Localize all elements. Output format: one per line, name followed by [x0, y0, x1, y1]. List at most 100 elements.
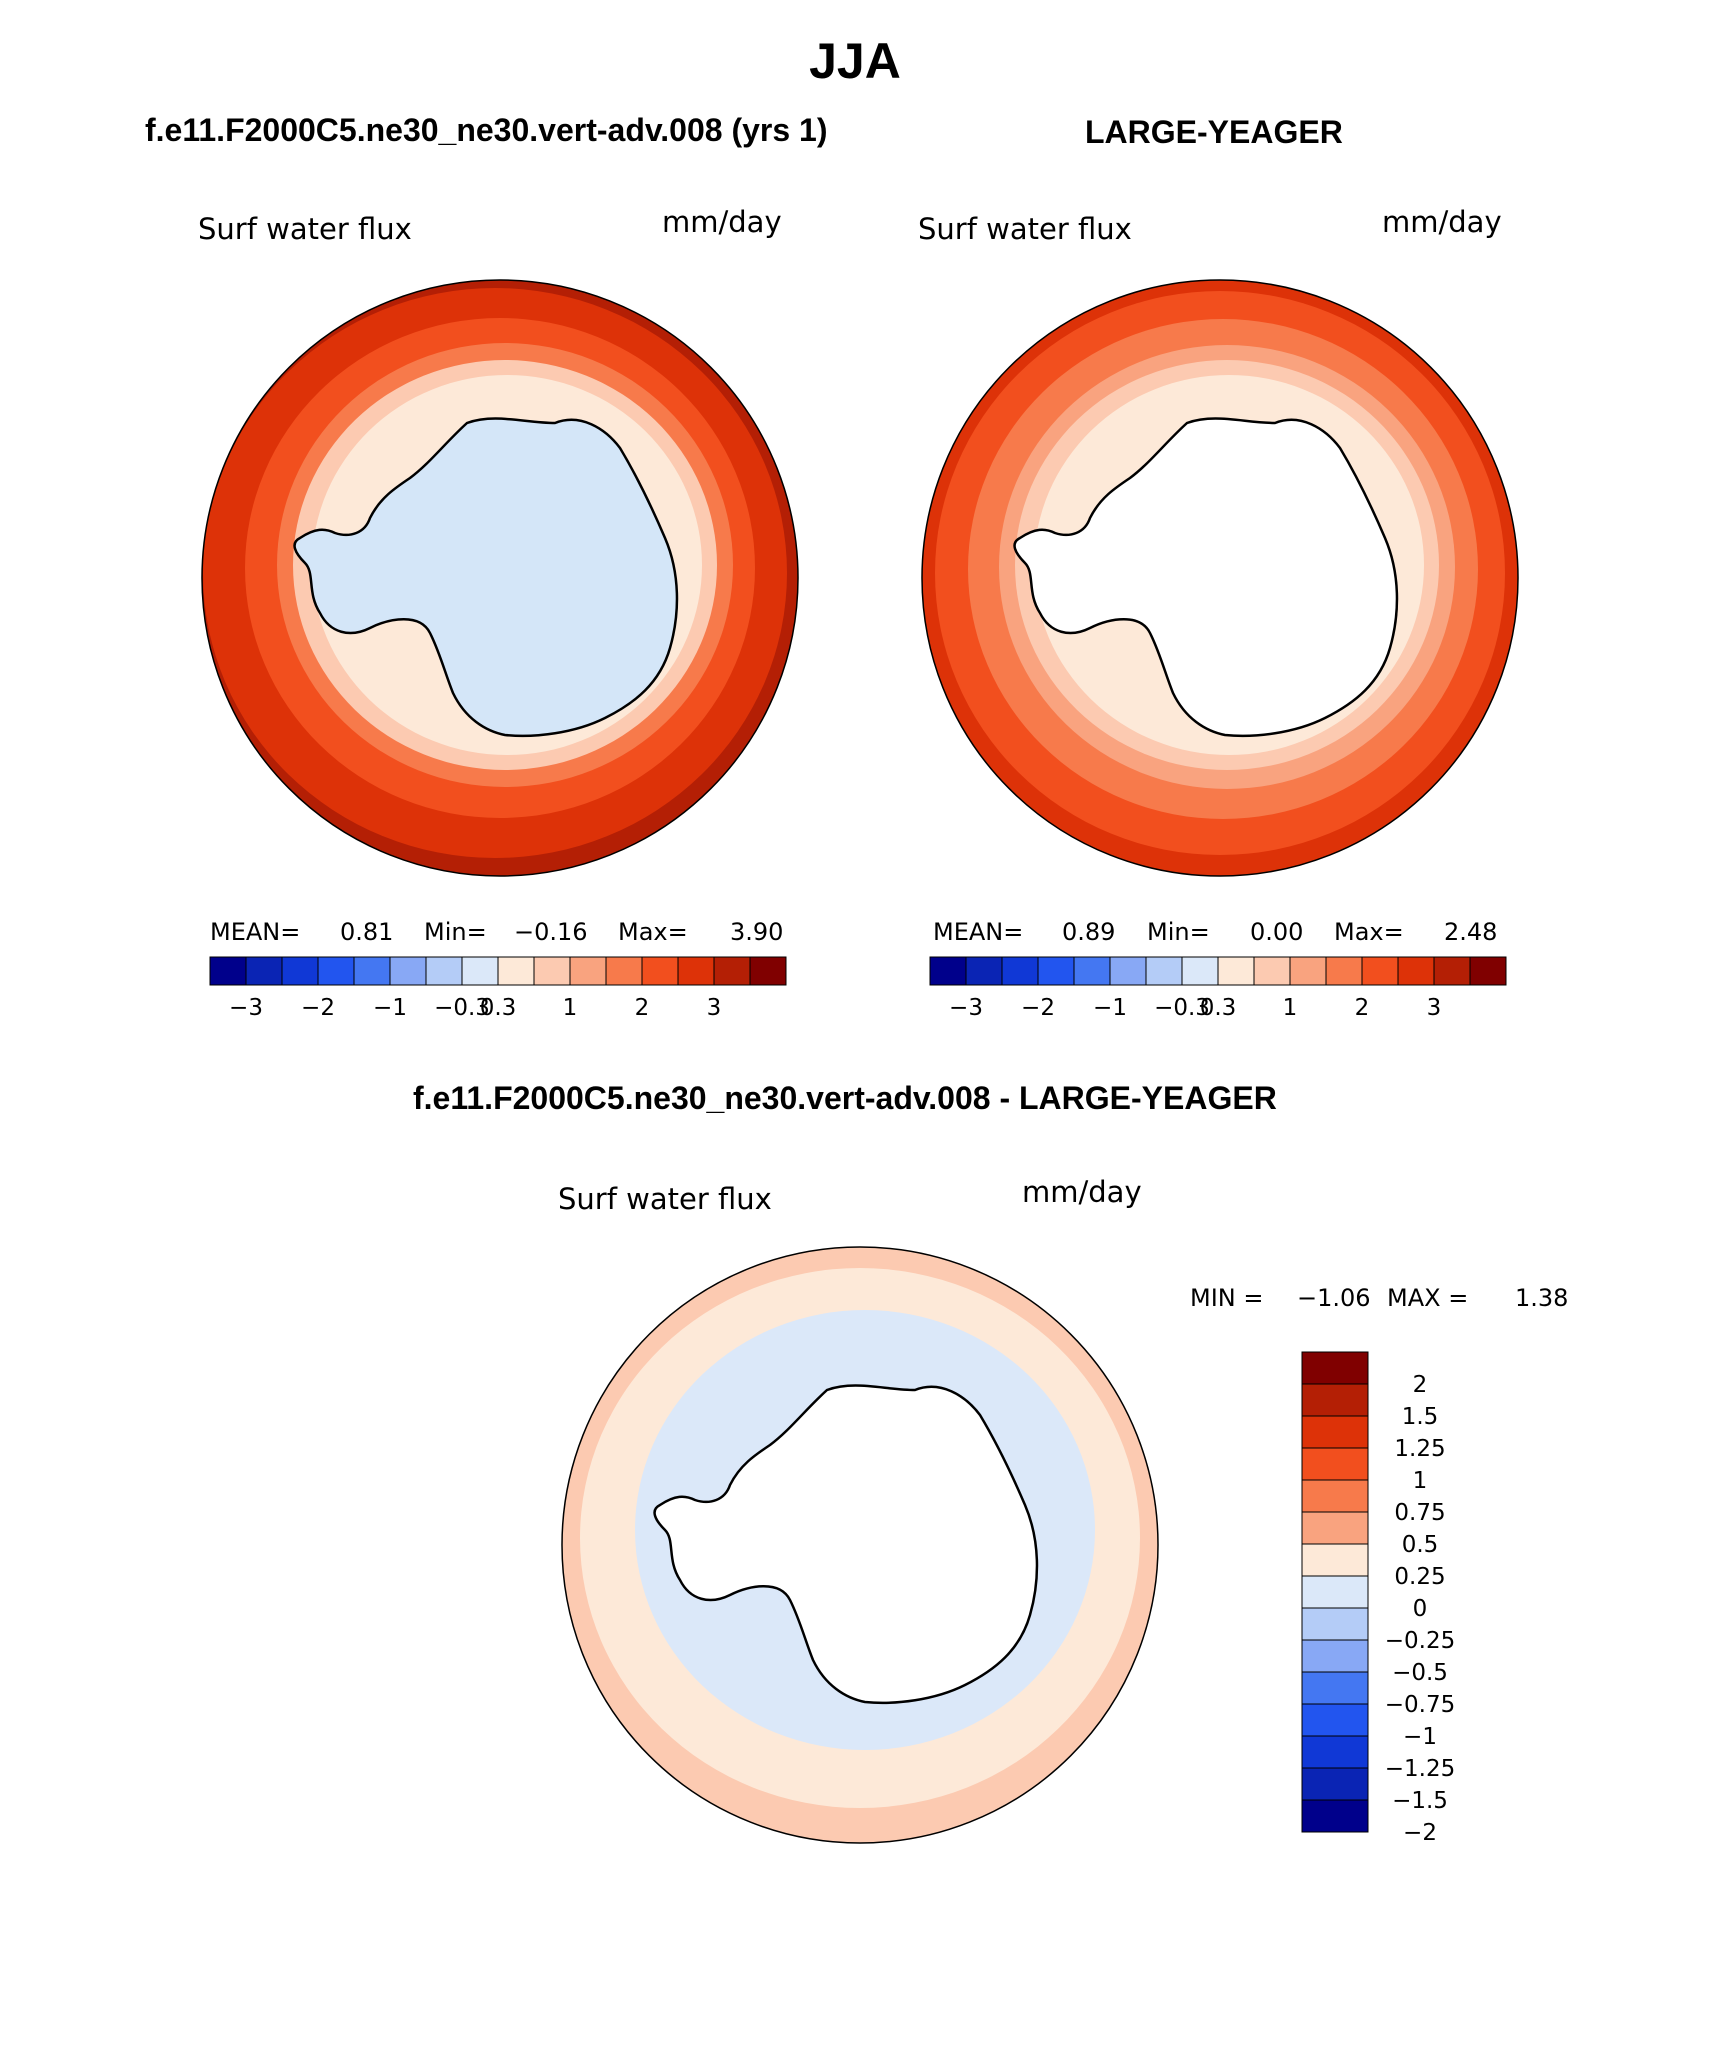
right-colorbar-box — [1253, 956, 1291, 986]
right-colorbar-box — [1289, 956, 1327, 986]
right-colorbar-box — [1361, 956, 1399, 986]
left-colorbar-box — [749, 956, 787, 986]
right-colorbar-box — [1073, 956, 1111, 986]
diff-colorbar-tick-label: 1 — [1413, 1468, 1428, 1494]
diff-colorbar-tick-label: −0.25 — [1385, 1628, 1455, 1654]
right-max-label: Max= — [1334, 918, 1404, 946]
left-min-value: −0.16 — [514, 918, 588, 946]
left-colorbar: −3 −2 −1 −0.30.3 1 2 3 — [209, 956, 787, 1021]
left-colorbar-box — [389, 956, 427, 986]
right-mean-label: MEAN= — [933, 918, 1024, 946]
left-colorbar-box — [713, 956, 751, 986]
left-colorbar-box — [569, 956, 607, 986]
left-max-label: Max= — [618, 918, 688, 946]
right-colorbar-tick-label: 0.3 — [1200, 995, 1237, 1021]
right-colorbar-tick-label: −0.3 — [1154, 995, 1210, 1021]
diff-colorbar-tick-label: 1.25 — [1394, 1436, 1445, 1462]
left-colorbar-box — [533, 956, 571, 986]
diff-colorbar-box — [1301, 1703, 1369, 1737]
diff-colorbar-tick-label: −1 — [1403, 1724, 1437, 1750]
left-colorbar-box — [245, 956, 283, 986]
diff-panel-header: f.e11.F2000C5.ne30_ne30.vert-adv.008 - L… — [413, 1080, 1277, 1116]
diff-max-value: 1.38 — [1515, 1284, 1569, 1312]
right-variable-label: Surf water flux — [918, 212, 1132, 246]
diff-colorbar-box — [1301, 1543, 1369, 1577]
diff-variable-label: Surf water flux — [558, 1182, 772, 1216]
left-colorbar-tick-label: 3 — [707, 995, 722, 1021]
left-colorbar-box — [317, 956, 355, 986]
diff-colorbar-tick-label: −1.25 — [1385, 1756, 1455, 1782]
left-colorbar-box — [209, 956, 247, 986]
left-colorbar-box — [461, 956, 499, 986]
diff-colorbar-tick-label: −2 — [1403, 1820, 1437, 1846]
left-min-label: Min= — [424, 918, 487, 946]
diff-colorbar-tick-label: 0.25 — [1394, 1564, 1445, 1590]
right-colorbar-box — [1109, 956, 1147, 986]
diff-min-label: MIN = — [1190, 1284, 1264, 1312]
left-colorbar-tick-label: −1 — [373, 995, 407, 1021]
right-max-value: 2.48 — [1444, 918, 1498, 946]
left-mean-value: 0.81 — [340, 918, 394, 946]
diff-colorbar-box — [1301, 1735, 1369, 1769]
right-mean-value: 0.89 — [1062, 918, 1116, 946]
left-units-label: mm/day — [662, 205, 782, 239]
diff-max-label: MAX = — [1387, 1284, 1469, 1312]
diff-colorbar-tick-label: 2 — [1413, 1372, 1428, 1398]
page-title: JJA — [809, 33, 901, 89]
right-colorbar: −3 −2 −1 −0.30.3 1 2 3 — [929, 956, 1507, 1021]
right-panel-header: LARGE-YEAGER — [1085, 114, 1343, 150]
right-min-label: Min= — [1147, 918, 1210, 946]
left-colorbar-box — [605, 956, 643, 986]
diff-colorbar-tick-label: −0.5 — [1392, 1660, 1448, 1686]
right-colorbar-box — [1181, 956, 1219, 986]
diff-colorbar-box — [1301, 1767, 1369, 1801]
right-colorbar-box — [1469, 956, 1507, 986]
left-mean-label: MEAN= — [210, 918, 301, 946]
diff-colorbar-box — [1301, 1575, 1369, 1609]
right-min-value: 0.00 — [1250, 918, 1304, 946]
left-colorbar-tick-label: 1 — [563, 995, 578, 1021]
right-colorbar-tick-label: −2 — [1021, 995, 1055, 1021]
diff-colorbar-box — [1301, 1799, 1369, 1833]
left-colorbar-box — [497, 956, 535, 986]
right-units-label: mm/day — [1382, 205, 1502, 239]
diff-colorbar-box — [1301, 1511, 1369, 1545]
diff-polar-map — [561, 1246, 1159, 1844]
left-colorbar-box — [677, 956, 715, 986]
diff-colorbar-tick-label: −1.5 — [1392, 1788, 1448, 1814]
diff-colorbar-box — [1301, 1415, 1369, 1449]
right-colorbar-box — [1001, 956, 1039, 986]
right-colorbar-tick-label: 2 — [1355, 995, 1370, 1021]
right-polar-map — [921, 279, 1519, 877]
right-colorbar-box — [929, 956, 967, 986]
right-colorbar-tick-label: 1 — [1283, 995, 1298, 1021]
left-colorbar-box — [641, 956, 679, 986]
left-colorbar-tick-label: −3 — [229, 995, 263, 1021]
right-colorbar-tick-label: 3 — [1427, 995, 1442, 1021]
right-colorbar-tick-label: −3 — [949, 995, 983, 1021]
diff-min-value: −1.06 — [1297, 1284, 1371, 1312]
diff-colorbar-box — [1301, 1639, 1369, 1673]
diff-colorbar-box — [1301, 1479, 1369, 1513]
left-colorbar-tick-label: −2 — [301, 995, 335, 1021]
right-colorbar-box — [1145, 956, 1183, 986]
right-colorbar-box — [1037, 956, 1075, 986]
left-variable-label: Surf water flux — [198, 212, 412, 246]
diff-colorbar-box — [1301, 1447, 1369, 1481]
diff-colorbar-tick-label: 1.5 — [1402, 1404, 1439, 1430]
right-colorbar-box — [965, 956, 1003, 986]
left-colorbar-box — [425, 956, 463, 986]
right-colorbar-box — [1217, 956, 1255, 986]
diff-colorbar-tick-label: 0.75 — [1394, 1500, 1445, 1526]
left-polar-map — [201, 279, 799, 877]
left-colorbar-tick-label: −0.3 — [434, 995, 490, 1021]
right-colorbar-box — [1433, 956, 1471, 986]
diff-colorbar-tick-label: 0 — [1413, 1596, 1428, 1622]
left-max-value: 3.90 — [730, 918, 784, 946]
diff-colorbar-box — [1301, 1383, 1369, 1417]
left-colorbar-box — [353, 956, 391, 986]
right-colorbar-box — [1397, 956, 1435, 986]
diff-colorbar-box — [1301, 1671, 1369, 1705]
left-colorbar-tick-label: 0.3 — [480, 995, 517, 1021]
right-colorbar-tick-label: −1 — [1093, 995, 1127, 1021]
